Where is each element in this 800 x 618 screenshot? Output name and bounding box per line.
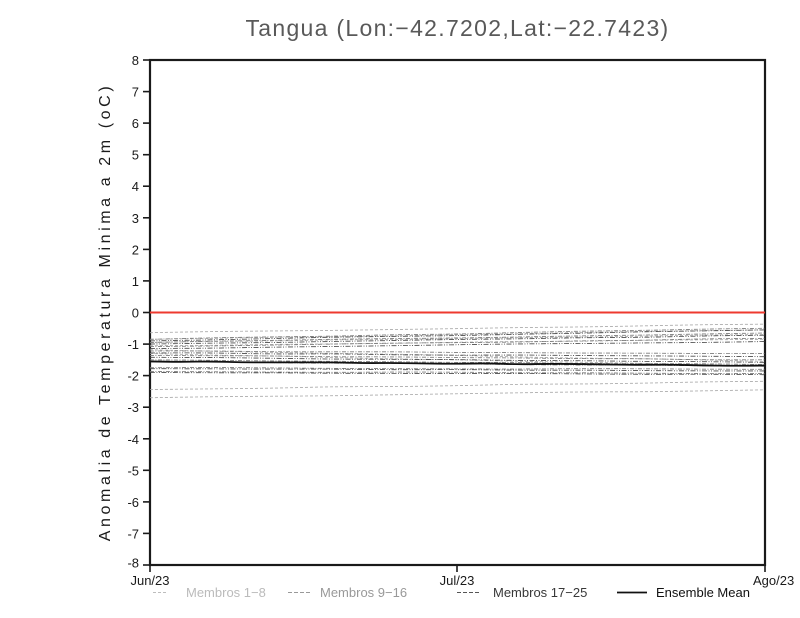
svg-text:Membros 9−16: Membros 9−16 bbox=[320, 585, 407, 600]
svg-text:Membros 1−8: Membros 1−8 bbox=[186, 585, 266, 600]
svg-text:Membros 17−25: Membros 17−25 bbox=[493, 585, 587, 600]
svg-text:Ensemble Mean: Ensemble Mean bbox=[656, 585, 750, 600]
